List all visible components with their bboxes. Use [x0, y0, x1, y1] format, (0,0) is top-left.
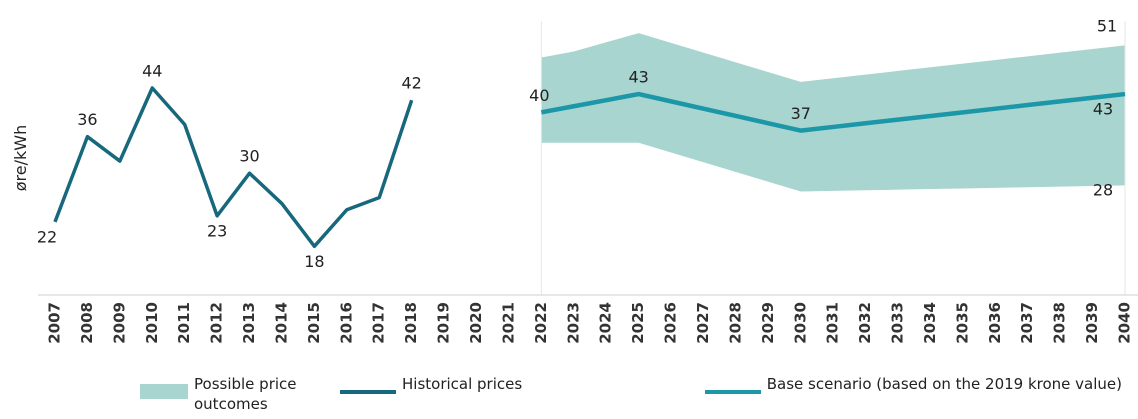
x-tick-label: 2031: [824, 302, 842, 344]
data-label: 51: [1097, 16, 1117, 35]
legend-label: Possible price outcomes: [194, 375, 297, 413]
x-tick-label: 2025: [629, 302, 647, 344]
data-label: 42: [401, 74, 421, 93]
x-tick-label: 2008: [78, 302, 96, 344]
legend-swatch: [705, 390, 761, 394]
data-label: 30: [239, 147, 259, 166]
data-label: 37: [791, 104, 811, 123]
chart-svg: øre/kWh 51 28 2007 2008 2009 2010 2011 2012 2013…: [11, 16, 1138, 344]
x-tick-label: 2010: [143, 302, 161, 344]
data-label: 18: [304, 252, 324, 271]
x-tick-label: 2021: [499, 302, 517, 344]
x-tick-label: 2017: [370, 302, 388, 344]
data-label: 44: [142, 61, 162, 80]
x-tick-label: 2026: [662, 302, 680, 344]
line: [53, 86, 414, 249]
x-tick-label: 2013: [240, 302, 258, 344]
x-tick-label: 2018: [402, 302, 420, 344]
x-tick-label: 2037: [1018, 302, 1036, 344]
x-tick-label: 2009: [110, 302, 128, 344]
y-axis-label: øre/kWh: [11, 125, 30, 191]
x-tick-label: 2030: [791, 302, 809, 344]
data-label: 40: [529, 86, 549, 105]
x-tick-label: 2023: [564, 302, 582, 344]
x-tick-label: 2033: [889, 302, 907, 344]
x-tick-label: 2012: [208, 302, 226, 344]
x-tick-label: 2040: [1116, 302, 1134, 344]
x-tick-label: 2032: [856, 302, 874, 344]
x-tick-label: 2036: [986, 302, 1004, 344]
band-area: [541, 33, 1125, 192]
x-tick-label: 2015: [305, 302, 323, 344]
legend-item: Base scenario (based on the 2019 krone v…: [705, 374, 1135, 394]
x-tick-label: 2039: [1083, 302, 1101, 344]
x-tick-label: 2038: [1051, 302, 1069, 344]
x-tick-label: 2024: [597, 302, 615, 344]
x-tick-label: 2011: [175, 302, 193, 344]
x-tick-label: 2019: [435, 302, 453, 344]
x-tick-label: 2027: [694, 302, 712, 344]
line: [540, 91, 1126, 133]
x-tick-label: 2016: [337, 302, 355, 344]
legend-swatch: [140, 384, 188, 399]
x-tick-label: 2028: [726, 302, 744, 344]
x-tick-label: 2035: [953, 302, 971, 344]
legend-swatch: [340, 390, 396, 394]
x-tick-label: 2034: [921, 302, 939, 344]
legend: Possible price outcomes Historical price…: [0, 374, 1138, 419]
legend-label: Base scenario (based on the 2019 krone v…: [766, 375, 1123, 393]
data-label: 23: [207, 221, 227, 240]
x-tick-label: 2020: [467, 302, 485, 344]
legend-item: Possible price outcomes: [140, 374, 340, 414]
data-label: 43: [628, 68, 648, 87]
x-tick-label: 2014: [272, 302, 290, 344]
x-tick-label: 2029: [759, 302, 777, 344]
x-tick-label: 2022: [532, 302, 550, 344]
data-label: 43: [1093, 100, 1113, 119]
legend-label: Historical prices: [402, 375, 523, 393]
data-label: 22: [37, 227, 57, 246]
legend-item: Historical prices: [340, 374, 640, 394]
data-label: 28: [1093, 180, 1113, 199]
data-label: 36: [77, 110, 97, 129]
x-tick-label: 2007: [46, 302, 64, 344]
